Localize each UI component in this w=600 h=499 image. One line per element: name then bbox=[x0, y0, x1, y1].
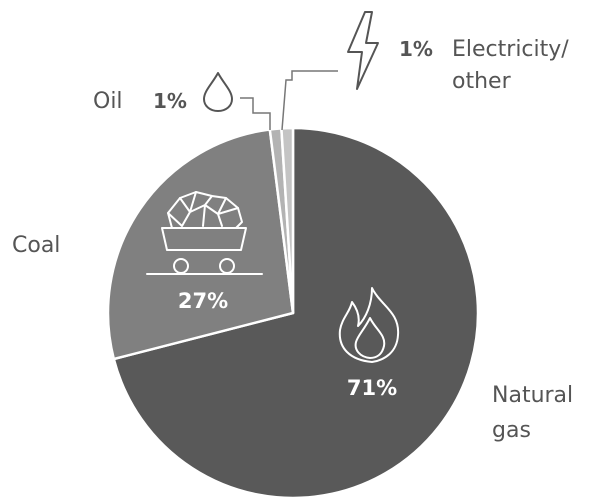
oil-value: 1% bbox=[153, 89, 187, 113]
flame-icon bbox=[338, 287, 400, 363]
pie-slice-coal bbox=[106, 128, 295, 361]
droplet-icon bbox=[203, 72, 233, 112]
natural-gas-label-line2: gas bbox=[492, 418, 531, 443]
pie-slice-natural-gas bbox=[112, 126, 480, 499]
oil-label: Oil bbox=[93, 89, 123, 114]
pie-slices bbox=[106, 126, 480, 499]
electricity-label-line1: Electricity/ bbox=[452, 37, 569, 62]
electricity-label-line2: other bbox=[452, 69, 512, 94]
lightning-icon bbox=[347, 11, 379, 90]
coal-label: Coal bbox=[12, 233, 60, 258]
oil-leader-line bbox=[240, 97, 271, 130]
natural-gas-value: 71% bbox=[347, 376, 397, 400]
electricity-value: 1% bbox=[399, 37, 433, 61]
mine-cart-icon bbox=[146, 191, 263, 275]
natural-gas-label-line1: Natural bbox=[492, 383, 573, 408]
electricity-leader-line bbox=[281, 70, 338, 131]
coal-value: 27% bbox=[178, 289, 228, 313]
